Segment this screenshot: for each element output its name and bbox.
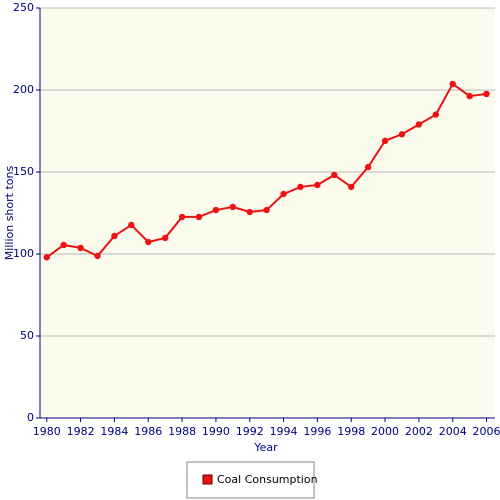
x-tick-label: 2002 <box>405 425 433 438</box>
x-tick-label: 1988 <box>168 425 196 438</box>
point <box>348 183 355 191</box>
point <box>161 234 169 242</box>
y-tick-label: 150 <box>13 165 34 178</box>
point <box>77 244 84 252</box>
x-tick-label: 2000 <box>371 425 399 438</box>
point <box>381 137 389 145</box>
point <box>415 121 423 128</box>
point <box>314 181 321 189</box>
x-tick-label: 2004 <box>439 425 467 438</box>
point <box>145 238 152 246</box>
y-tick-label: 200 <box>13 83 34 96</box>
x-tick-label: 1982 <box>67 425 95 438</box>
x-tick-label: 1980 <box>33 425 61 438</box>
point <box>195 213 203 221</box>
x-tick-label: 1998 <box>337 425 365 438</box>
point <box>178 213 186 221</box>
y-tick-label: 250 <box>13 1 34 14</box>
point <box>43 254 50 261</box>
point <box>331 171 338 179</box>
legend-swatch <box>202 474 213 485</box>
point <box>297 183 304 191</box>
point <box>246 208 253 216</box>
y-tick-label: 100 <box>13 247 34 260</box>
y-tick-label: 0 <box>27 411 34 424</box>
x-tick-label: 1992 <box>236 425 264 438</box>
point <box>449 80 456 88</box>
point <box>398 131 406 138</box>
x-tick-label: 1984 <box>100 425 128 438</box>
point <box>483 90 490 98</box>
point <box>212 206 220 214</box>
point <box>263 206 270 214</box>
point <box>364 163 372 171</box>
point <box>94 252 101 260</box>
point <box>111 232 118 240</box>
y-tick-label: 50 <box>20 329 34 342</box>
y-axis-label: Million short tons <box>3 166 16 261</box>
x-axis-label: Year <box>253 441 278 454</box>
legend-label: Coal Consumption <box>217 473 318 486</box>
point <box>280 190 287 198</box>
point <box>60 241 67 249</box>
point <box>229 203 237 211</box>
x-tick-label: 2006 <box>473 425 500 438</box>
point <box>466 92 473 100</box>
point <box>432 111 439 118</box>
x-tick-label: 1990 <box>202 425 230 438</box>
point <box>128 221 135 229</box>
x-tick-label: 1996 <box>303 425 331 438</box>
x-tick-label: 1994 <box>270 425 298 438</box>
x-tick-label: 1986 <box>134 425 162 438</box>
